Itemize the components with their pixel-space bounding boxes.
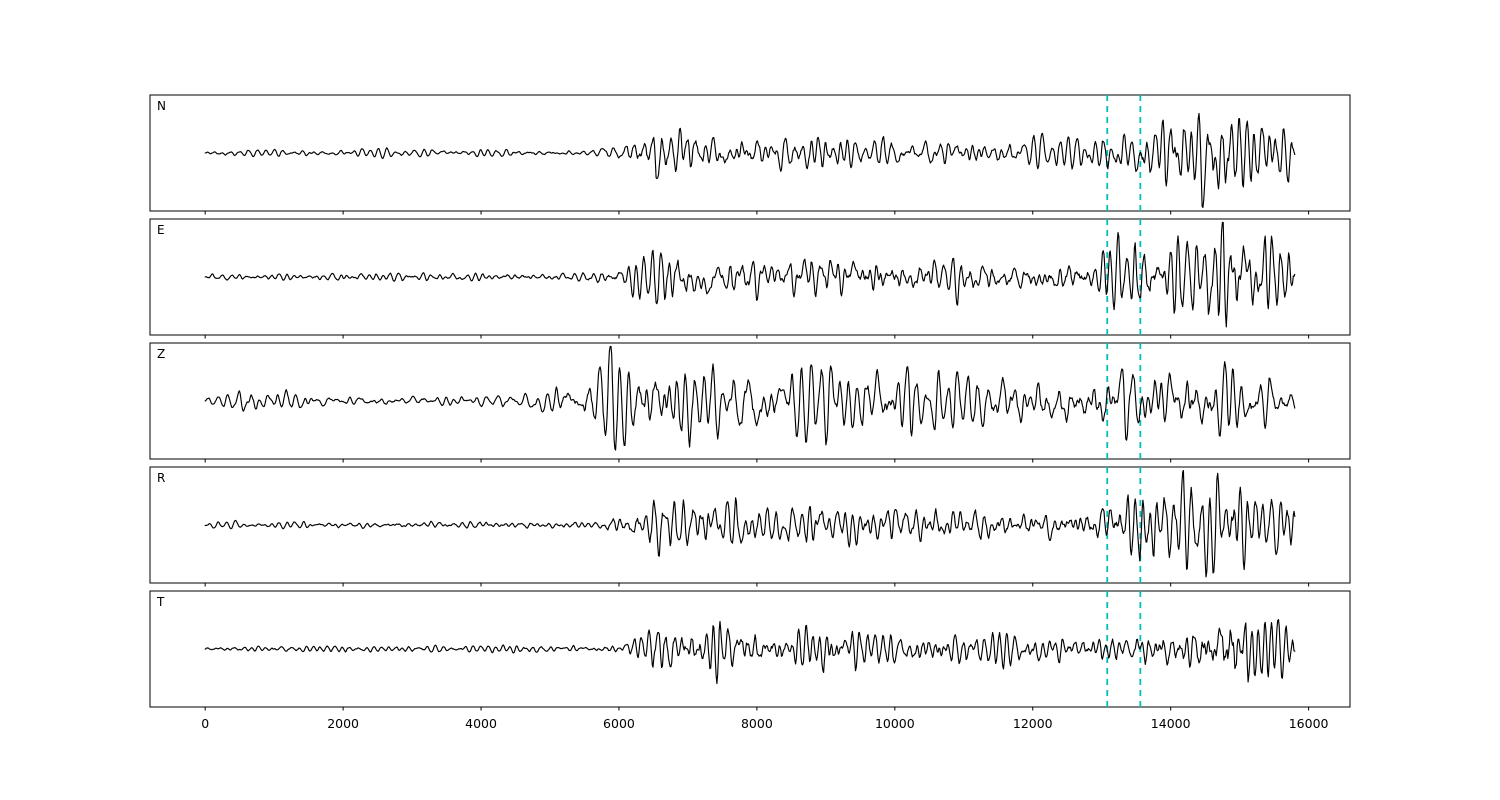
panel-border-Z [149,342,1351,460]
trace-Z [204,345,1296,451]
channel-label-N: N [157,99,166,113]
channel-label-R: R [157,471,165,485]
x-tick-label: 8000 [741,716,773,731]
x-tick-label: 6000 [603,716,635,731]
x-tick-label: 4000 [465,716,497,731]
panel-border-N [149,94,1351,212]
panel-border-E [149,218,1351,336]
x-tick-label: 10000 [875,716,915,731]
panel-border-T [149,590,1351,708]
trace-E [204,221,1296,328]
x-tick-label: 16000 [1289,716,1329,731]
channel-label-Z: Z [157,347,165,361]
trace-N [204,112,1296,209]
x-tick-label: 14000 [1151,716,1191,731]
panel-border-R [149,466,1351,584]
trace-T [204,619,1296,685]
x-tick-label: 12000 [1013,716,1053,731]
x-tick-label: 2000 [327,716,359,731]
trace-R [204,469,1296,578]
channel-label-E: E [157,223,165,237]
x-tick-label: 0 [201,716,209,731]
channel-label-T: T [156,595,165,609]
